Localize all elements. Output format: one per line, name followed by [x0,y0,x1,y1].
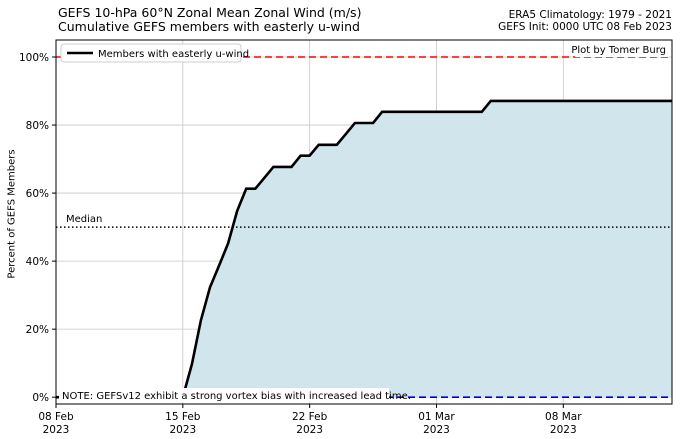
x-tick-label: 22 Feb [292,411,328,423]
y-tick-label: 40% [26,256,49,268]
climatology-label: ERA5 Climatology: 1979 - 2021 [508,9,672,21]
legend: Members with easterly u-wind [60,43,249,63]
chart-title-block: GEFS 10-hPa 60°N Zonal Mean Zonal Wind (… [58,6,361,34]
x-tick-year-label: 2023 [423,424,450,436]
y-tick-label: 80% [26,120,49,132]
x-tick-label: 01 Mar [418,411,455,423]
x-tick-year-label: 2023 [296,424,323,436]
series-line [56,99,672,399]
chart-title: GEFS 10-hPa 60°N Zonal Mean Zonal Wind (… [58,5,362,20]
y-tick-label: 0% [32,392,49,404]
x-tick-label: 08 Mar [545,411,582,423]
x-tick-label: 08 Feb [38,411,74,423]
chart-info-block: ERA5 Climatology: 1979 - 2021 GEFS Init:… [498,9,672,33]
note-box [59,388,389,402]
x-tick-year-label: 2023 [43,424,70,436]
series-area-fill [56,100,672,398]
init-label: GEFS Init: 0000 UTC 08 Feb 2023 [498,21,672,33]
credit-label: Plot by Tomer Burg [571,45,666,56]
y-tick-label: 60% [26,188,49,200]
annotations: Plot by Tomer Burg NOTE: GEFSv12 exhibit … [59,42,669,402]
legend-label: Members with easterly u-wind [98,49,249,60]
note-label: NOTE: GEFSv12 exhibit a strong vortex bi… [62,391,411,402]
median-label: Median [66,214,102,225]
y-tick-label: 100% [19,52,49,64]
x-tick-year-label: 2023 [550,424,577,436]
credit-box [575,42,669,57]
x-tick-label: 15 Feb [165,411,201,423]
y-tick-label: 20% [26,324,49,336]
plot-frame [55,39,673,405]
legend-box [60,43,242,63]
x-tick-year-label: 2023 [169,424,196,436]
chart-subtitle: Cumulative GEFS members with easterly u-… [58,19,360,34]
